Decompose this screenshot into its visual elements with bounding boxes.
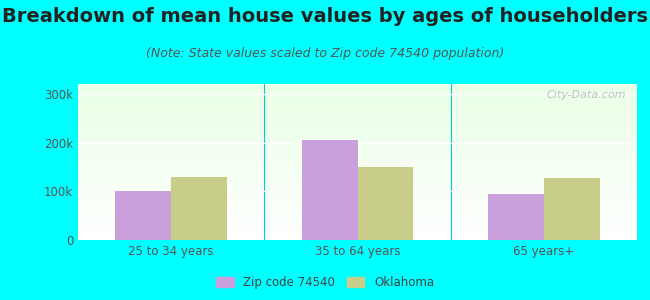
Bar [358, 167, 413, 240]
Text: (Note: State values scaled to Zip code 74540 population): (Note: State values scaled to Zip code 7… [146, 46, 504, 59]
Text: City-Data.com: City-Data.com [546, 90, 626, 100]
Bar [171, 177, 227, 240]
Bar [544, 178, 600, 240]
Bar [488, 194, 544, 240]
Bar [115, 191, 171, 240]
Text: Breakdown of mean house values by ages of householders: Breakdown of mean house values by ages o… [2, 8, 648, 26]
Bar [302, 140, 358, 240]
Legend: Zip code 74540, Oklahoma: Zip code 74540, Oklahoma [211, 272, 439, 294]
